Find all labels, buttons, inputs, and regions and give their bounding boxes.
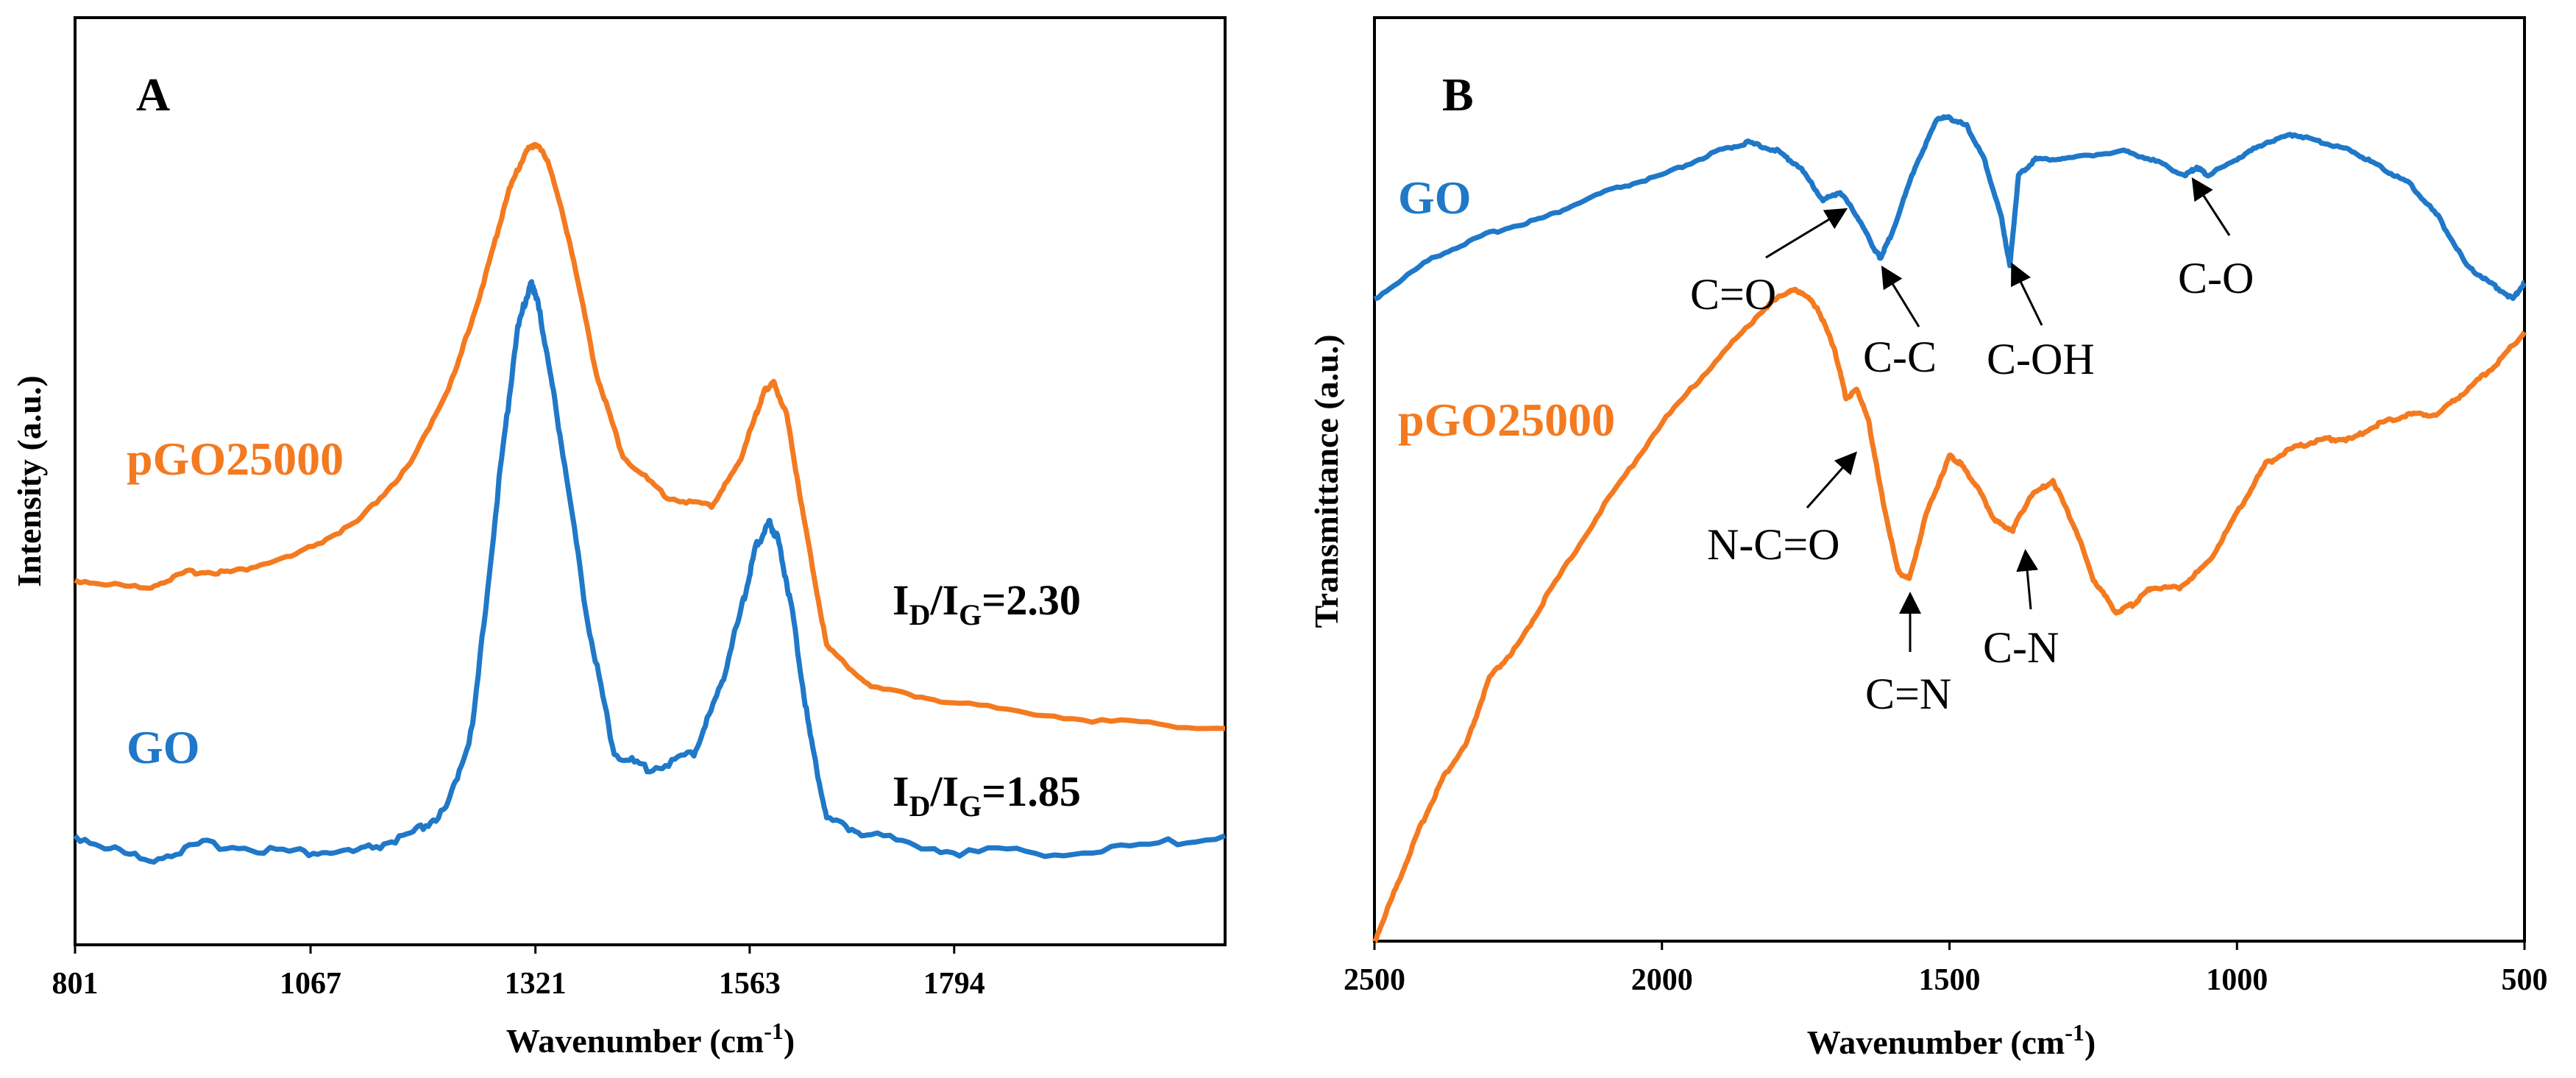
x-tick-label: 1563	[719, 967, 781, 1001]
arrow-c-o	[2191, 177, 2231, 236]
x-tick-label: 1500	[1919, 963, 1981, 997]
ratio-pgo-sub2: G	[959, 598, 982, 631]
ann-c-eq-n: C=N	[1865, 670, 1951, 718]
x-tick-label: 801	[52, 967, 99, 1001]
panel-b-frame	[1373, 16, 2526, 943]
ratio-go-mid: /I	[929, 767, 959, 815]
ratio-pgo-mid: /I	[929, 576, 959, 624]
panel-b-series-pgo25000	[1372, 286, 2527, 943]
panel-b: B GO pGO25000 C=O C-C C-OH C-O N-C=O C=N…	[1307, 16, 2548, 1061]
ann-c-n: C-N	[1983, 623, 2059, 672]
ann-c-oh: C-OH	[1987, 335, 2095, 383]
panel-a-x-ticks: 801 1067 1321 1563 1794	[52, 945, 985, 1001]
ratio-pgo-tail: =2.30	[982, 576, 1081, 624]
ratio-pgo-main: I	[893, 576, 909, 624]
arrow-n-c-eq-o	[1806, 451, 1857, 508]
panel-a-x-axis-label: Wavenumber (cm-1)	[506, 1018, 795, 1060]
panel-b-xlabel-sup: -1	[2065, 1019, 2084, 1046]
panel-a-ratio-pgo: ID/IG=2.30	[893, 576, 1081, 631]
panel-a-xlabel-sup: -1	[764, 1018, 784, 1044]
arrow-c-eq-o	[1765, 208, 1848, 259]
panel-b-y-axis-label: Transmittance (a.u.)	[1307, 334, 1345, 628]
panel-a-label-pgo25000: pGO25000	[127, 433, 344, 485]
x-tick-label: 1067	[280, 967, 341, 1001]
arrow-c-n	[2016, 549, 2039, 610]
panel-b-label-pgo25000: pGO25000	[1398, 394, 1615, 446]
x-tick-label: 2000	[1631, 963, 1693, 997]
ann-c-c: C-C	[1863, 333, 1937, 381]
ann-n-c-eq-o: N-C=O	[1707, 520, 1840, 569]
ratio-go-tail: =1.85	[982, 767, 1081, 815]
ratio-go-main: I	[893, 767, 909, 815]
panel-a-frame	[74, 16, 1227, 946]
panel-a-label-go: GO	[127, 721, 200, 773]
x-tick-label: 1321	[505, 967, 567, 1001]
panel-a-xlabel-main: Wavenumber (cm	[506, 1022, 764, 1060]
panel-b-letter: B	[1442, 68, 1474, 121]
panel-a-series-go	[73, 279, 1227, 865]
ann-c-eq-o: C=O	[1690, 270, 1776, 319]
panel-b-x-ticks: 2500 2000 1500 1000 500	[1344, 941, 2548, 997]
x-tick-label: 1000	[2206, 963, 2268, 997]
panel-a-ratio-go: ID/IG=1.85	[893, 767, 1081, 823]
arrow-c-oh	[2011, 262, 2043, 326]
panel-a-series-pgo25000	[74, 141, 1226, 731]
x-tick-label: 500	[2502, 963, 2548, 997]
panel-a-y-axis-label: Intensity (a.u.)	[10, 375, 48, 587]
panel-b-series-go	[1373, 114, 2527, 302]
x-tick-label: 2500	[1344, 963, 1405, 997]
panel-b-xlabel-main: Wavenumber (cm	[1807, 1024, 2065, 1061]
ratio-go-sub1: D	[909, 790, 931, 823]
ratio-pgo-sub1: D	[909, 598, 931, 631]
panel-a-letter: A	[136, 68, 170, 121]
panel-b-label-go: GO	[1398, 171, 1472, 224]
panel-b-x-axis-label: Wavenumber (cm-1)	[1807, 1019, 2096, 1061]
panel-b-xlabel-tail: )	[2084, 1024, 2096, 1061]
panel-a: A pGO25000 GO ID/IG=2.30 ID/IG=1.85 801 1…	[10, 16, 1227, 1060]
arrow-c-c	[1881, 265, 1920, 327]
panel-a-xlabel-tail: )	[784, 1022, 795, 1060]
x-tick-label: 1794	[923, 967, 985, 1001]
ann-c-o: C-O	[2178, 254, 2254, 302]
ratio-go-sub2: G	[959, 790, 982, 823]
